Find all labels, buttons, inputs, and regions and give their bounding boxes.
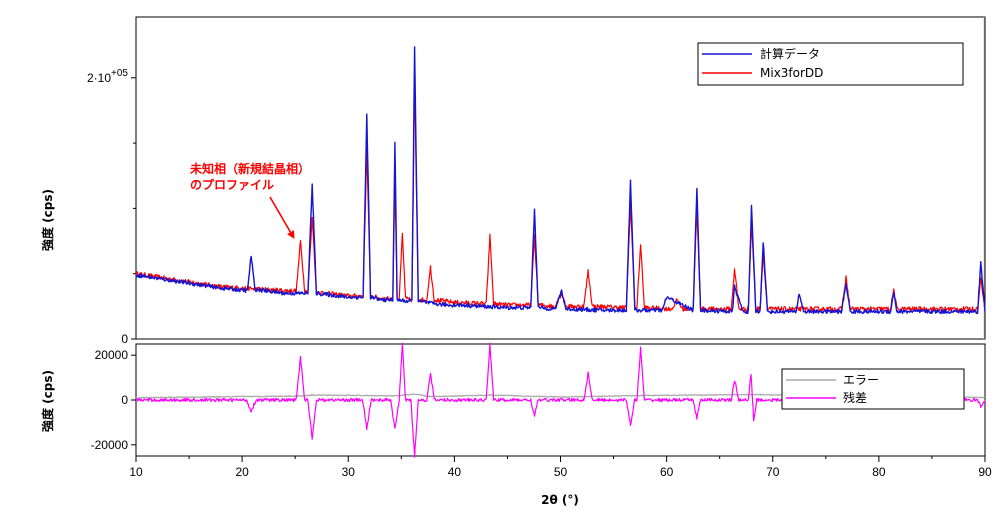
bottom-y-tick-label: 0 xyxy=(121,393,128,407)
series-計算データ xyxy=(135,46,986,315)
top-legend-box xyxy=(697,42,964,86)
legend-label-residual: 残差 xyxy=(843,391,867,405)
top-y-axis-title: 強度 (cps) xyxy=(40,189,55,251)
legend-label-mix3fordd: Mix3forDD xyxy=(760,66,823,80)
bottom-legend: エラー 残差 xyxy=(781,368,965,410)
x-tick-label-10: 10 xyxy=(129,465,143,479)
unknown-phase-annotation: 未知相（新規結晶相） のプロファイル xyxy=(189,161,310,240)
bottom-legend-box xyxy=(781,368,965,410)
bottom-y-tick-label: -20000 xyxy=(91,438,129,452)
axes-layer: 10 20 30 40 50 60 70 80 90 20000 0 -20000 0 2·10+05 xyxy=(87,68,992,479)
annotation-line-2: のプロファイル xyxy=(190,177,274,192)
legend-label-calc: 計算データ xyxy=(760,46,820,61)
bottom-y-tick-label: 20000 xyxy=(95,348,129,362)
top-y-tick-label: 2·10+05 xyxy=(87,68,128,85)
x-tick-label-90: 90 xyxy=(978,465,992,479)
x-tick-label-70: 70 xyxy=(766,465,780,479)
annotation-arrow xyxy=(269,196,292,233)
top-legend: 計算データ Mix3forDD xyxy=(697,42,964,86)
x-tick-label-40: 40 xyxy=(448,465,462,479)
series-Mix3forDD xyxy=(135,75,986,312)
bottom-y-axis-title: 強度 (cps) xyxy=(40,370,55,432)
annotation-arrowhead xyxy=(287,230,295,240)
annotation-line-1: 未知相（新規結晶相） xyxy=(189,161,310,176)
x-tick-label-80: 80 xyxy=(872,465,886,479)
x-tick-label-30: 30 xyxy=(342,465,356,479)
x-tick-label-50: 50 xyxy=(554,465,568,479)
x-tick-label-20: 20 xyxy=(235,465,249,479)
top-series-layer xyxy=(135,46,986,315)
legend-label-error: エラー xyxy=(843,373,879,387)
top-y-tick-label: 0 xyxy=(121,332,128,346)
x-tick-label-60: 60 xyxy=(660,465,674,479)
top-plot-frame xyxy=(135,16,986,340)
x-axis-title: 2θ (°) xyxy=(541,493,579,507)
